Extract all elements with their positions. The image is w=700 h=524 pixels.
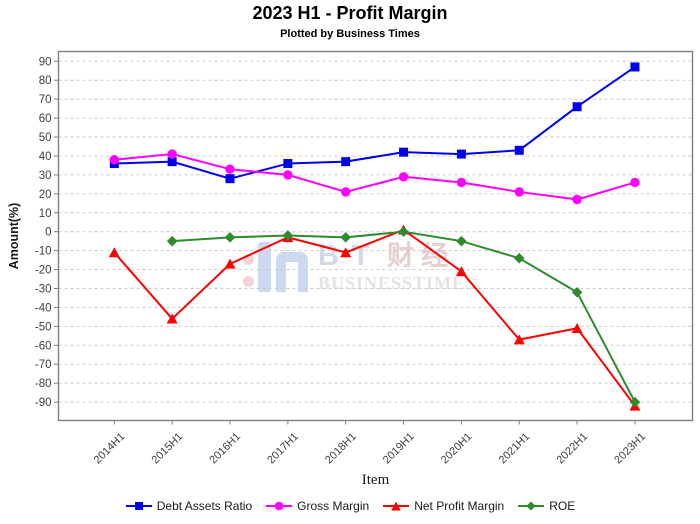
watermark-dot-icon <box>243 276 254 287</box>
x-tick-label: 2016H1 <box>207 431 243 467</box>
series-marker-gross-margin <box>398 172 409 182</box>
y-tick-label: 40 <box>39 151 52 163</box>
series-marker-roe <box>166 235 178 247</box>
watermark-cn-text: 财经 <box>387 241 456 271</box>
watermark-bar-icon <box>258 242 271 292</box>
legend-circle-icon <box>266 501 293 511</box>
chart-legend: Debt Assets Ratio Gross Margin Net Profit … <box>0 499 700 513</box>
series-marker-gross-margin <box>572 194 582 205</box>
series-marker-net-profit-margin <box>166 313 178 324</box>
series-marker-roe <box>340 232 351 243</box>
series-marker-debt-assets-ratio <box>514 145 524 155</box>
series-marker-debt-assets-ratio <box>630 62 640 72</box>
series-marker-net-profit-margin <box>571 322 583 333</box>
series-marker-gross-margin <box>109 155 120 165</box>
legend-label: Net Profit Margin <box>414 499 505 513</box>
legend-item-debt-assets-ratio: Debt Assets Ratio <box>125 499 252 513</box>
legend-label: Gross Margin <box>297 499 370 513</box>
series-marker-roe <box>629 396 641 408</box>
series-marker-debt-assets-ratio <box>456 149 466 159</box>
series-marker-debt-assets-ratio <box>283 159 293 169</box>
series-marker-roe <box>456 235 467 247</box>
series-marker-roe <box>513 252 525 264</box>
series-marker-gross-margin <box>341 187 351 197</box>
y-tick-label: -90 <box>35 397 52 409</box>
series-marker-debt-assets-ratio <box>167 157 177 167</box>
watermark-logo <box>243 242 308 292</box>
watermark-line2: BUSINESSTIMES <box>318 273 477 293</box>
y-tick-label: 60 <box>39 113 52 125</box>
y-tick-label: -10 <box>35 246 52 258</box>
series-line-net-profit-margin <box>113 228 636 407</box>
legend-label: Debt Assets Ratio <box>156 499 253 513</box>
series-marker-net-profit-margin <box>513 334 525 345</box>
series-line-debt-assets-ratio <box>114 66 636 180</box>
chart-title: 2023 H1 - Profit Margin <box>252 3 448 23</box>
series-marker-net-profit-margin <box>108 247 120 258</box>
legend-label: ROE <box>549 499 576 513</box>
y-tick-label: -40 <box>35 302 52 314</box>
series-line-roe <box>172 230 636 403</box>
series-marker-roe <box>571 286 583 298</box>
x-axis-title: Item <box>361 472 390 488</box>
x-tick-label: 2020H1 <box>439 431 475 467</box>
series-marker-gross-margin <box>283 170 293 180</box>
series-marker-gross-margin <box>456 177 467 188</box>
series-marker-net-profit-margin <box>340 247 352 258</box>
legend-item-gross-margin: Gross Margin <box>265 499 369 513</box>
x-tick-label: 2023H1 <box>612 431 648 467</box>
series-marker-net-profit-margin <box>224 258 236 269</box>
x-tick-label: 2018H1 <box>323 431 359 467</box>
y-tick-label: 50 <box>39 132 52 144</box>
y-tick-label: -20 <box>35 265 52 277</box>
y-tick-label: -80 <box>35 378 52 390</box>
y-tick-label: 0 <box>45 227 51 239</box>
legend-triangle-icon <box>383 501 410 511</box>
series-marker-debt-assets-ratio <box>341 157 351 167</box>
x-tick-label: 2019H1 <box>381 431 417 467</box>
plot-border <box>57 50 694 422</box>
x-tick-label: 2021H1 <box>497 431 533 467</box>
series-marker-debt-assets-ratio <box>572 102 582 112</box>
y-tick-label: 80 <box>39 75 52 87</box>
y-tick-label: 20 <box>39 189 52 201</box>
y-tick-label: 90 <box>39 56 52 68</box>
chart-subtitle: Plotted by Business Times <box>280 28 420 40</box>
y-tick-label: -60 <box>35 340 52 352</box>
x-tick-label: 2015H1 <box>150 431 186 467</box>
series-marker-gross-margin <box>167 149 177 159</box>
series-marker-debt-assets-ratio <box>225 174 235 184</box>
y-tick-label: -30 <box>35 284 52 296</box>
y-tick-label: 30 <box>39 170 52 182</box>
series-marker-gross-margin <box>514 187 524 197</box>
series-marker-gross-margin <box>630 177 640 188</box>
series-marker-roe <box>398 226 409 237</box>
y-tick-label: -50 <box>35 321 52 333</box>
series-marker-debt-assets-ratio <box>399 147 409 157</box>
y-tick-label: 10 <box>39 208 52 220</box>
watermark-dot-icon <box>243 254 254 265</box>
x-tick-label: 2014H1 <box>92 431 128 467</box>
legend-item-roe: ROE <box>517 499 575 513</box>
watermark-logo-dots <box>243 254 254 287</box>
series-marker-roe <box>224 232 236 243</box>
series-marker-gross-margin <box>225 164 235 174</box>
series-marker-net-profit-margin <box>455 266 467 277</box>
y-tick-label: 70 <box>39 94 52 106</box>
x-tick-label: 2022H1 <box>554 431 590 467</box>
x-tick-label: 2017H1 <box>265 431 301 467</box>
legend-diamond-icon <box>518 501 545 511</box>
y-tick-label: -70 <box>35 359 52 371</box>
series-marker-roe <box>282 230 294 241</box>
series-line-gross-margin <box>114 153 636 201</box>
watermark-arch-icon <box>276 252 308 292</box>
y-axis-title: Amount(%) <box>7 202 21 270</box>
legend-item-net-profit-margin: Net Profit Margin <box>382 499 504 513</box>
legend-square-icon <box>125 502 152 510</box>
